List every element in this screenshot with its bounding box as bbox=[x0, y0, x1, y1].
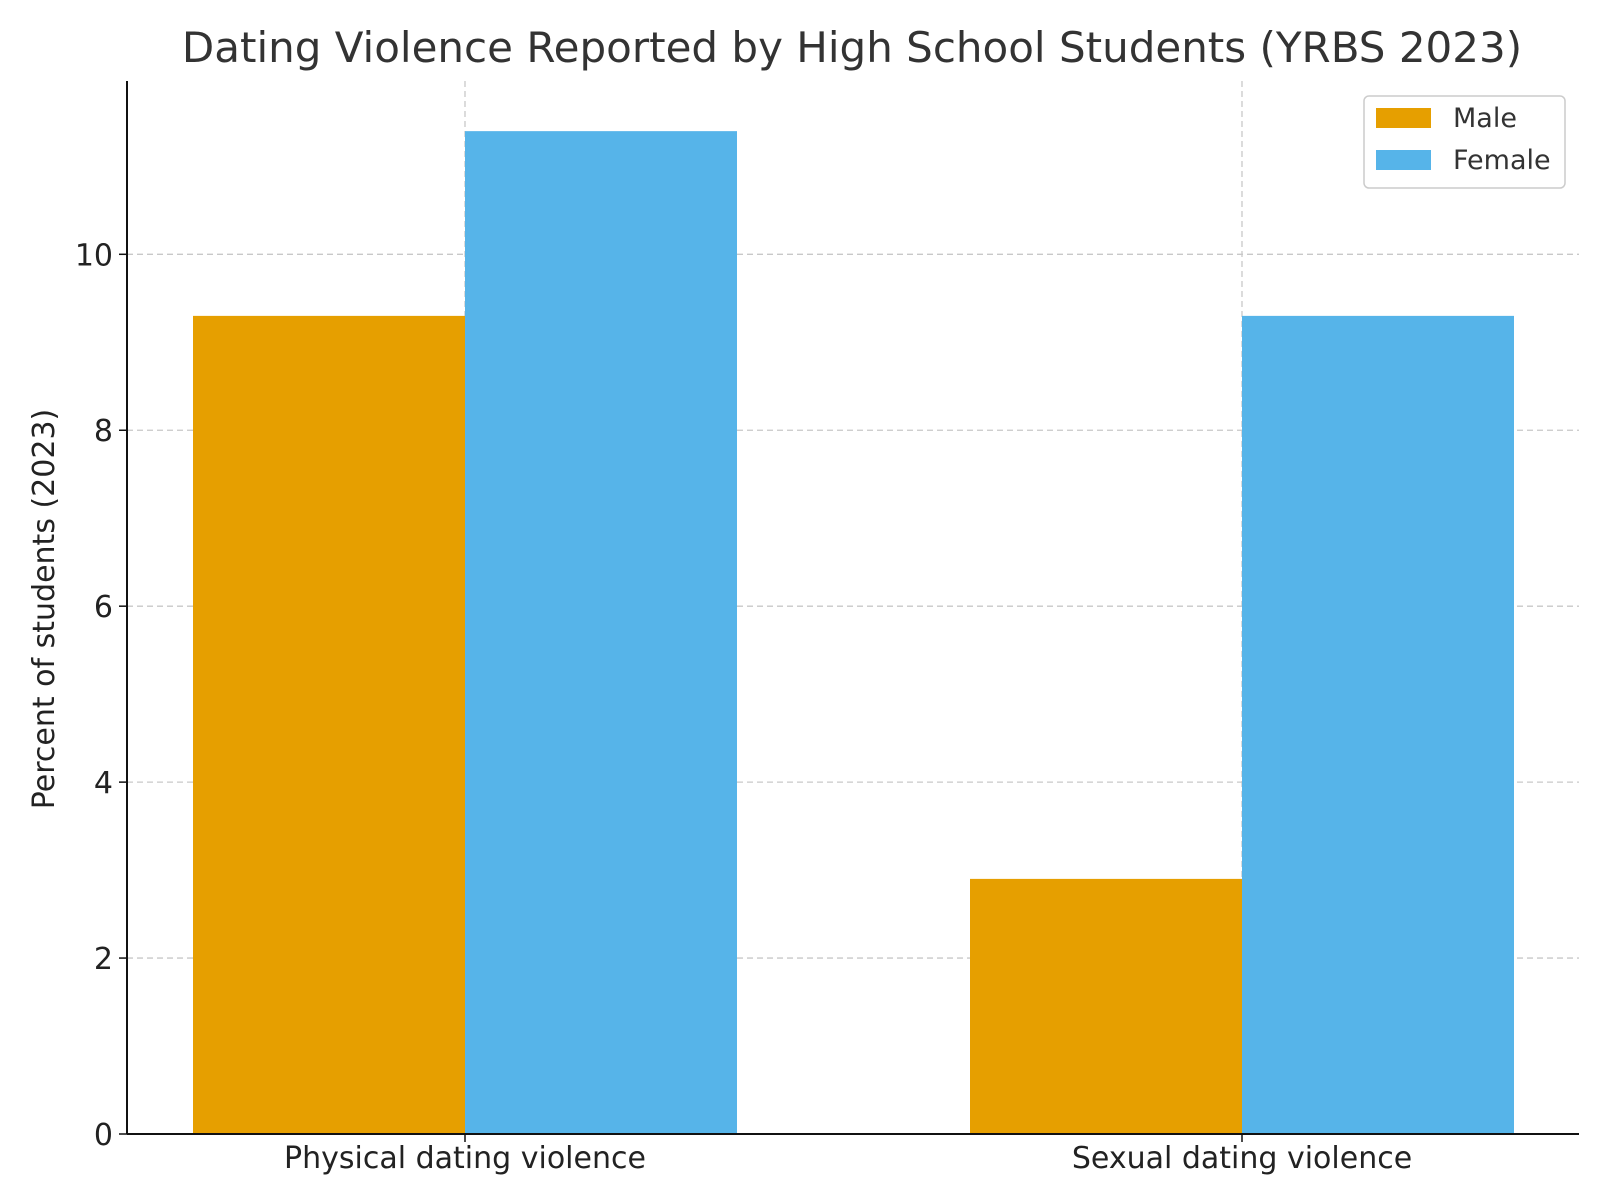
legend-label-female: Female bbox=[1453, 145, 1551, 176]
bar-male-2 bbox=[970, 878, 1242, 1134]
y-tick-label: 10 bbox=[75, 238, 113, 273]
bar-female-2 bbox=[1242, 315, 1514, 1134]
x-ticks: Physical dating violence Sexual dating vi… bbox=[284, 1134, 1412, 1176]
y-tick-label: 2 bbox=[94, 942, 113, 977]
y-tick-label: 8 bbox=[94, 414, 113, 449]
y-tick-label: 6 bbox=[94, 590, 113, 625]
chart-title: Dating Violence Reported by High School … bbox=[182, 23, 1522, 72]
legend-label-male: Male bbox=[1453, 103, 1517, 134]
legend-swatch-male bbox=[1376, 108, 1431, 128]
y-axis-label: Percent of students (2023) bbox=[27, 409, 62, 809]
y-ticks: 0 2 4 6 8 10 bbox=[75, 238, 127, 1153]
bar-male-1 bbox=[193, 315, 465, 1134]
legend: Male Female bbox=[1363, 95, 1566, 189]
y-tick-label: 4 bbox=[94, 766, 113, 801]
x-tick-label: Sexual dating violence bbox=[1072, 1141, 1412, 1176]
legend-swatch-female bbox=[1376, 150, 1431, 170]
y-tick-label: 0 bbox=[94, 1118, 113, 1153]
bars bbox=[193, 131, 1514, 1135]
x-tick-label: Physical dating violence bbox=[284, 1141, 646, 1176]
bar-female-1 bbox=[465, 131, 737, 1135]
